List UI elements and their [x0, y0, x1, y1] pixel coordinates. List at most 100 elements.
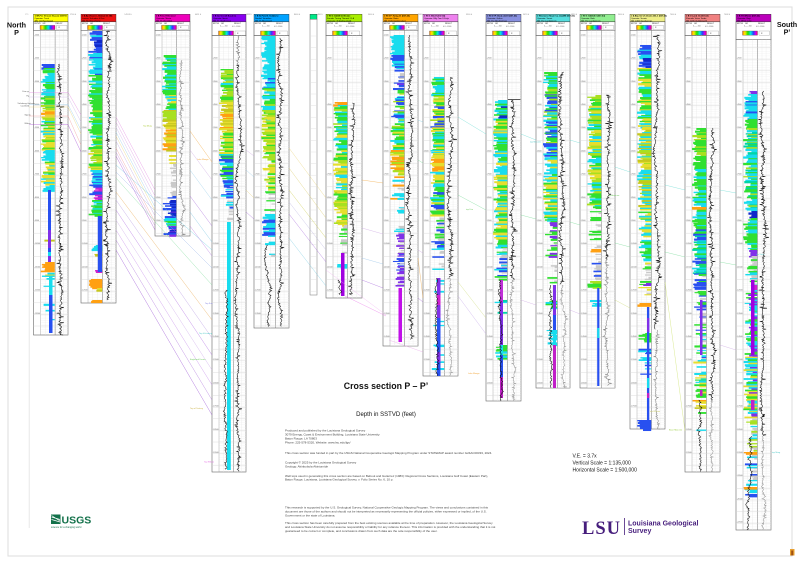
- svg-text:-6500: -6500: [156, 150, 161, 152]
- svg-text:-14500: -14500: [384, 336, 390, 338]
- svg-text:SN: The Landowners: SN: The Landowners: [581, 19, 600, 22]
- svg-text:-5500: -5500: [737, 127, 742, 129]
- svg-text:-6500: -6500: [384, 150, 389, 152]
- svg-text:-2500: -2500: [737, 58, 742, 60]
- svg-text:guaranteed to be correct or co: guaranteed to be correct or complete, an…: [285, 529, 438, 533]
- svg-text:-2500: -2500: [581, 58, 586, 60]
- svg-text:-18500: -18500: [686, 429, 692, 431]
- svg-text:-8500: -8500: [213, 197, 218, 199]
- svg-text:top Marg: top Marg: [772, 451, 781, 454]
- svg-text:-12500: -12500: [424, 290, 430, 292]
- svg-text:-10500: -10500: [737, 243, 743, 245]
- svg-text:Farrida: Trining Thermal #1 A: Farrida: Trining Thermal #1 A: [327, 17, 354, 20]
- svg-text:-13500: -13500: [424, 313, 430, 315]
- svg-text:-6500: -6500: [327, 150, 332, 152]
- svg-text:Louisiana Geological: Louisiana Geological: [628, 521, 698, 528]
- svg-text:SN: Th Vermillion: SN: Th Vermillion: [156, 19, 173, 22]
- svg-text:-13500: -13500: [581, 313, 587, 315]
- svg-text:-3500: -3500: [424, 81, 429, 83]
- svg-text:GR: GR: [545, 23, 548, 25]
- svg-text:0——150: 0——150: [262, 25, 270, 27]
- svg-text:-5500: -5500: [82, 127, 87, 129]
- svg-text:-10500: -10500: [82, 243, 88, 245]
- svg-text:-4500: -4500: [327, 104, 332, 106]
- svg-text:● B Felix H Bernard: ● B Felix H Bernard: [156, 15, 176, 18]
- svg-text:Top Frio: Top Frio: [205, 302, 213, 305]
- svg-text:● W S: 14418 GU Estate: ● W S: 14418 GU Estate: [327, 15, 351, 18]
- svg-text:top Miocene: top Miocene: [530, 141, 542, 144]
- svg-text:-3500: -3500: [34, 81, 39, 83]
- svg-text:RES-DT: RES-DT: [758, 23, 766, 25]
- svg-text:R: R: [180, 27, 182, 29]
- svg-text:R: R: [448, 33, 450, 35]
- svg-text:-7500: -7500: [34, 174, 39, 176]
- svg-text:RES-DT: RES-DT: [234, 23, 242, 25]
- svg-text:0——150: 0——150: [334, 25, 342, 27]
- svg-text:Vertical Scale = 1:135,000: Vertical Scale = 1:135,000: [573, 461, 631, 467]
- svg-text:Operator: Batra: Operator: Batra: [384, 17, 399, 20]
- svg-text:-4500: -4500: [581, 104, 586, 106]
- svg-text:-13500: -13500: [487, 313, 493, 315]
- svg-text:-19500: -19500: [686, 452, 692, 454]
- svg-text:-8500: -8500: [487, 197, 492, 199]
- svg-text:-15500: -15500: [424, 359, 430, 361]
- svg-text:-14500: -14500: [631, 336, 637, 338]
- svg-text:science for a changing world: science for a changing world: [51, 526, 82, 529]
- svg-text:RES-DT: RES-DT: [445, 23, 453, 25]
- svg-text:P 1: P 1: [26, 14, 30, 16]
- svg-text:-2500: -2500: [384, 58, 389, 60]
- svg-text:-2500: -2500: [487, 58, 492, 60]
- svg-text:Colle: Colle: [424, 20, 430, 22]
- svg-text:GR: GR: [745, 23, 748, 25]
- svg-text:● WI-Fee Vemont Vacuna 019719: ● WI-Fee Vemont Vacuna 019719: [35, 15, 68, 18]
- svg-text:7008 ft: 7008 ft: [724, 13, 731, 16]
- svg-text:-11500: -11500: [327, 266, 333, 268]
- svg-text:● B O Land #1 (007-63): ● B O Land #1 (007-63): [686, 15, 709, 18]
- svg-text:mid Wilcox: mid Wilcox: [650, 411, 661, 413]
- svg-text:SN: The Bourbonnais: SN: The Bourbonnais: [487, 19, 507, 22]
- svg-text:Sparta: Sparta: [25, 114, 32, 117]
- svg-text:-12500: -12500: [82, 290, 88, 292]
- svg-text:-1500: -1500: [581, 34, 586, 36]
- svg-text:-8500: -8500: [384, 197, 389, 199]
- svg-text:RES-DT: RES-DT: [177, 23, 185, 25]
- svg-text:GR: GR: [392, 23, 395, 25]
- svg-text:-3500: -3500: [487, 81, 492, 83]
- svg-text:-4500: -4500: [384, 104, 389, 106]
- svg-text:-16500: -16500: [537, 382, 543, 384]
- svg-text:-17500: -17500: [213, 406, 219, 408]
- svg-text:5070 ft: 5070 ft: [523, 13, 530, 16]
- svg-text:This cross section was funded: This cross section was funded in part by…: [285, 451, 492, 455]
- svg-text:-2500: -2500: [537, 58, 542, 60]
- svg-text:0.2—2000: 0.2—2000: [346, 26, 354, 28]
- svg-text:-12500: -12500: [686, 290, 692, 292]
- svg-text:R: R: [761, 33, 763, 35]
- svg-text:SSTVD: SSTVD: [487, 23, 494, 25]
- svg-text:SSTVD: SSTVD: [424, 23, 431, 25]
- svg-text:-8500: -8500: [34, 197, 39, 199]
- svg-text:-10500: -10500: [213, 243, 219, 245]
- svg-text:Sandel: Vermilion: Sandel: Vermilion: [255, 17, 272, 20]
- svg-text:-10500: -10500: [631, 243, 637, 245]
- svg-text:-18500: -18500: [737, 429, 743, 431]
- svg-text:-15500: -15500: [686, 359, 692, 361]
- svg-text:Operator: Terant: Operator: Terant: [537, 17, 553, 20]
- svg-text:R: R: [59, 27, 61, 29]
- svg-text:Produced and published by the: Produced and published by the Louisiana …: [285, 429, 366, 433]
- svg-text:-12500: -12500: [581, 290, 587, 292]
- svg-text:-7500: -7500: [631, 174, 636, 176]
- svg-text:-15500: -15500: [213, 359, 219, 361]
- svg-text:-11500: -11500: [487, 266, 493, 268]
- svg-text:-7500: -7500: [156, 174, 161, 176]
- svg-text:-8500: -8500: [82, 197, 87, 199]
- svg-text:-3500: -3500: [384, 81, 389, 83]
- svg-text:Lake Mungo: Lake Mungo: [468, 373, 480, 375]
- svg-text:-15500: -15500: [631, 359, 637, 361]
- svg-text:-1500: -1500: [631, 34, 636, 36]
- svg-text:-8500: -8500: [631, 197, 636, 199]
- svg-text:LSU: LSU: [582, 519, 621, 539]
- svg-text:-9500: -9500: [487, 220, 492, 222]
- svg-text:0.2—2000: 0.2—2000: [506, 26, 514, 28]
- svg-text:SSTVD: SSTVD: [213, 23, 220, 25]
- svg-text:-17500: -17500: [737, 406, 743, 408]
